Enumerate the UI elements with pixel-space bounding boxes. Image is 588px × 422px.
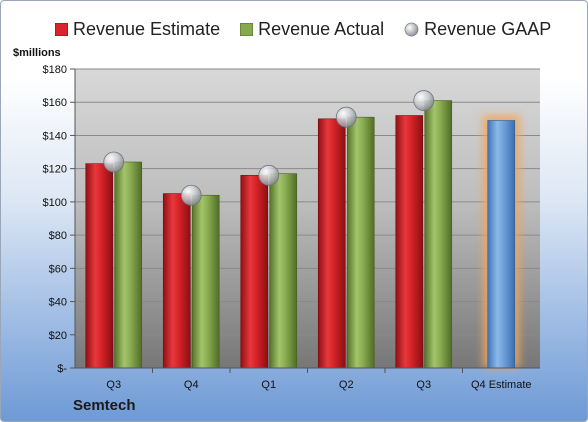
legend-label-gaap: Revenue GAAP — [424, 18, 552, 39]
x-tick-label: Q3 — [416, 379, 431, 391]
bar-estimate — [317, 118, 346, 369]
legend: Revenue Estimate Revenue Actual Revenue … — [55, 17, 571, 41]
bar-estimate-forecast — [487, 120, 516, 369]
x-tick-label: Q1 — [261, 379, 276, 391]
bar-actual — [191, 194, 220, 369]
bar-estimate — [395, 115, 424, 369]
bar-actual — [424, 100, 453, 369]
y-tick-label: $60 — [49, 263, 67, 275]
x-tick-label: Q4 Estimate — [471, 379, 532, 391]
legend-swatch-actual-icon — [240, 22, 254, 36]
x-tick-label: Q4 — [184, 379, 199, 391]
y-tick-label: $100 — [43, 197, 67, 209]
x-tick-label: Q2 — [339, 379, 354, 391]
legend-item-actual: Revenue Actual — [240, 19, 384, 40]
y-tick-label: $80 — [49, 230, 67, 242]
y-tick-label: $20 — [49, 330, 67, 342]
y-tick-label: $120 — [43, 164, 67, 176]
legend-item-estimate: Revenue Estimate — [55, 19, 220, 40]
plot-background — [75, 69, 540, 368]
legend-label-actual: Revenue Actual — [258, 18, 385, 39]
y-axis-label: $millions — [13, 47, 61, 59]
bar-estimate — [162, 193, 191, 369]
y-tick-label: $- — [57, 363, 67, 375]
y-tick-label: $140 — [43, 130, 67, 142]
x-tick-label: Q3 — [106, 379, 121, 391]
marker-gaap — [413, 90, 435, 111]
y-tick-label: $40 — [49, 297, 67, 309]
bar-estimate — [85, 163, 114, 369]
marker-gaap — [103, 151, 125, 173]
bar-estimate — [240, 175, 269, 369]
company-name: Semtech — [73, 397, 136, 414]
legend-swatch-gaap-icon — [404, 22, 419, 36]
legend-item-gaap: Revenue GAAP — [404, 19, 551, 40]
marker-gaap — [180, 184, 202, 206]
bar-actual — [346, 116, 375, 369]
marker-gaap — [335, 106, 357, 128]
y-tick-label: $180 — [43, 64, 67, 76]
y-tick-label: $160 — [43, 97, 67, 109]
legend-label-estimate: Revenue Estimate — [73, 18, 221, 39]
marker-gaap — [258, 164, 280, 186]
bar-actual — [114, 161, 143, 369]
bar-actual — [269, 173, 298, 369]
legend-swatch-estimate-icon — [55, 22, 68, 36]
